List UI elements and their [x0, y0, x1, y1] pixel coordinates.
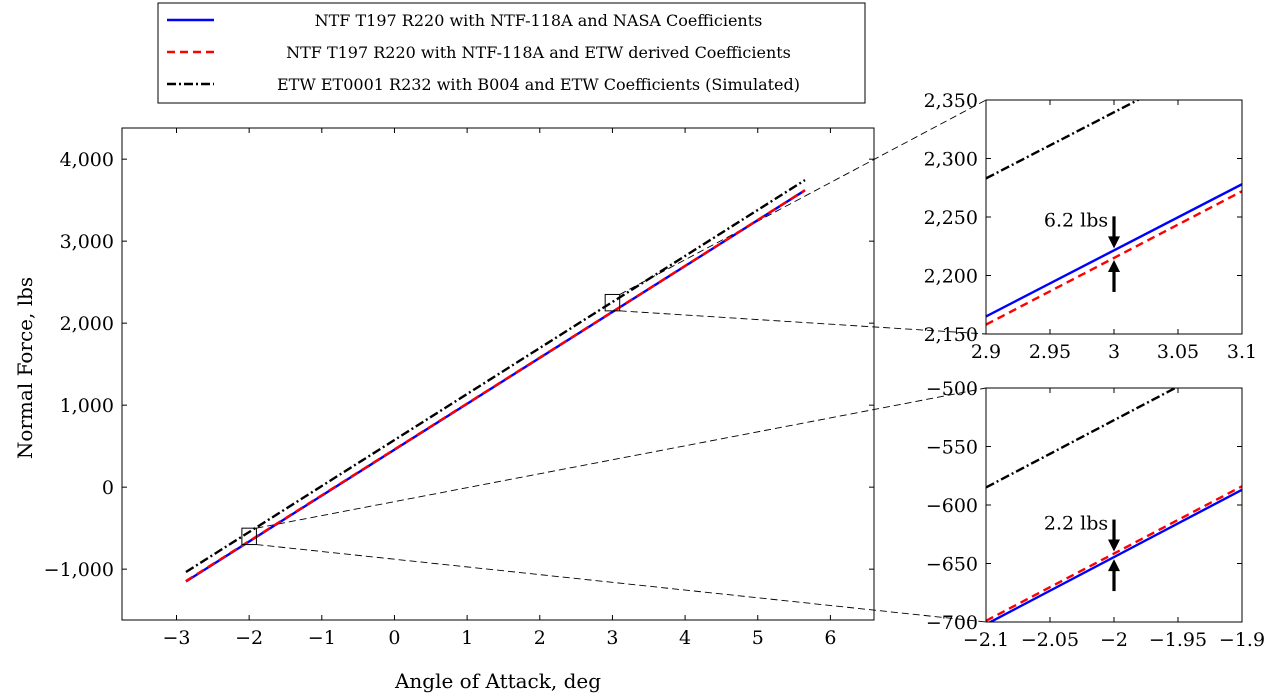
zoom-connector-lines — [256, 100, 986, 622]
arrow-up-head — [1108, 260, 1120, 272]
x-tick-label: 0 — [388, 627, 400, 649]
x-tick-label: 3 — [606, 627, 618, 649]
x-tick-label: 2.95 — [1029, 341, 1071, 363]
x-tick-label: 6 — [824, 627, 836, 649]
y-tick-label: 2,350 — [924, 90, 978, 112]
main-x-ticks: −3 −2 −1 0 1 2 3 4 5 6 — [162, 128, 836, 649]
y-tick-label: −600 — [926, 495, 978, 517]
x-tick-label: 3 — [1108, 341, 1120, 363]
x-tick-label: 5 — [752, 627, 764, 649]
y-tick-label: −500 — [926, 378, 978, 400]
zoom-connector-line — [256, 545, 986, 622]
y-tick-label: 2,250 — [924, 207, 978, 229]
x-tick-label: −1.9 — [1219, 629, 1265, 651]
x-tick-label: −3 — [162, 627, 190, 649]
series-line-etw-simulated — [986, 353, 1242, 488]
zoom-inset-bottom: −2.1 −2.05 −2 −1.95 −1.9 −700−650−600−550−50… — [926, 353, 1265, 651]
legend-label-etw-derived: NTF T197 R220 with NTF-118A and ETW deri… — [286, 43, 791, 62]
x-tick-label: 4 — [679, 627, 691, 649]
main-plot: −3 −2 −1 0 1 2 3 4 5 6 −1,000 0 1,000 2,000 3,000 4,00… — [13, 128, 874, 693]
y-tick-label: −550 — [926, 437, 978, 459]
series-line-nasa — [986, 490, 1242, 625]
series-line-etw-simulated — [986, 46, 1242, 178]
zoom-inset-top: 2.9 2.95 3 3.05 3.1 2,1502,2002,2502,3002,35… — [924, 46, 1258, 363]
legend: NTF T197 R220 with NTF-118A and NASA Coe… — [158, 3, 865, 103]
series-line-etw-derived — [986, 191, 1242, 324]
y-tick-label: −700 — [926, 612, 978, 634]
x-tick-label: −1.95 — [1149, 629, 1207, 651]
series-line-etw-derived — [986, 486, 1242, 621]
main-series-group — [186, 180, 805, 581]
x-tick-label: −2 — [235, 627, 263, 649]
series-line-etw-simulated — [186, 180, 805, 572]
x-tick-label: 3.1 — [1227, 341, 1257, 363]
arrow-down-head — [1108, 540, 1120, 552]
y-tick-label: 3,000 — [60, 231, 114, 253]
y-tick-label: 1,000 — [60, 395, 114, 417]
y-tick-label: 2,300 — [924, 149, 978, 171]
x-axis-title: Angle of Attack, deg — [394, 669, 601, 693]
arrow-up-head — [1108, 559, 1120, 571]
series-line-nasa — [986, 184, 1242, 316]
y-axis-title: Normal Force, lbs — [13, 277, 37, 459]
zoom-top-gap-annotation: 6.2 lbs — [1044, 209, 1108, 231]
x-tick-label: 2 — [534, 627, 546, 649]
legend-label-etw-simulated: ETW ET0001 R232 with B004 and ETW Coeffi… — [277, 75, 800, 94]
y-tick-label: 0 — [102, 477, 114, 499]
legend-label-nasa: NTF T197 R220 with NTF-118A and NASA Coe… — [315, 11, 763, 30]
zoom-bottom-y-ticks: −700 −650 −600 −550 −500 — [926, 378, 1242, 634]
y-tick-label: 2,200 — [924, 266, 978, 288]
y-tick-label: 2,150 — [924, 324, 978, 346]
arrow-down-head — [1108, 236, 1120, 248]
zoom-bottom-gap-annotation: 2.2 lbs — [1044, 513, 1108, 535]
x-tick-label: 3.05 — [1157, 341, 1199, 363]
y-tick-label: 2,000 — [60, 313, 114, 335]
y-tick-label: 4,000 — [60, 149, 114, 171]
y-tick-label: −650 — [926, 554, 978, 576]
x-tick-label: −1 — [308, 627, 336, 649]
x-tick-label: −2 — [1100, 629, 1128, 651]
x-tick-label: −2.05 — [1021, 629, 1079, 651]
x-tick-label: 1 — [461, 627, 473, 649]
zoom-top-gap-arrows — [1108, 216, 1120, 292]
y-tick-label: −1,000 — [44, 559, 114, 581]
